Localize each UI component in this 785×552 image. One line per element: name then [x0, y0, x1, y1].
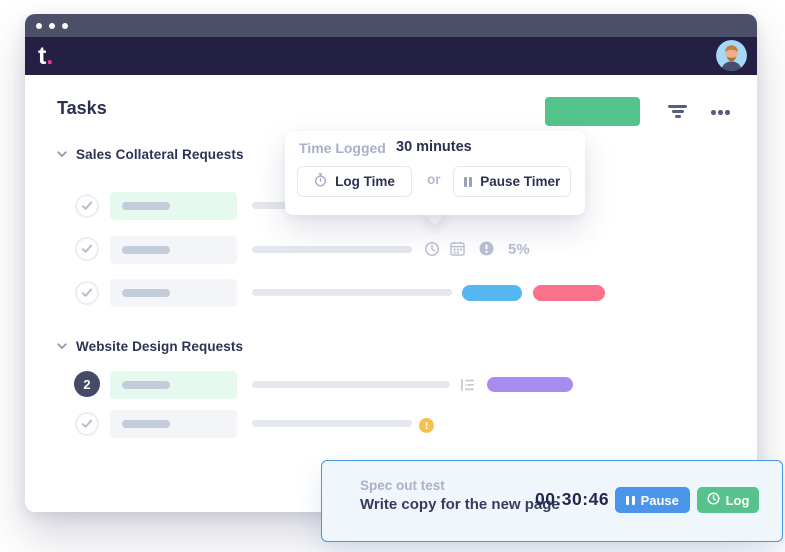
- logo-dot-icon: .: [46, 42, 54, 70]
- window-dot-icon[interactable]: [36, 22, 42, 29]
- subtasks-icon: [460, 378, 475, 397]
- chevron-down-icon: [57, 145, 67, 163]
- timer-elapsed: 00:30:46: [535, 489, 610, 509]
- filter-icon[interactable]: [668, 105, 687, 121]
- clock-icon: [707, 492, 720, 508]
- window-dot-icon[interactable]: [49, 22, 55, 29]
- tag-pill-pink[interactable]: [533, 285, 605, 301]
- pause-timer-label: Pause Timer: [480, 174, 561, 189]
- task-complete-toggle[interactable]: [75, 281, 99, 305]
- or-text: or: [427, 172, 441, 187]
- skeleton-text: [122, 246, 170, 254]
- section-label: Sales Collateral Requests: [76, 146, 244, 162]
- add-task-button[interactable]: [545, 97, 640, 126]
- page-title: Tasks: [57, 98, 107, 118]
- timer-pause-label: Pause: [640, 492, 679, 508]
- skeleton-bar: [252, 246, 412, 253]
- timer-log-label: Log: [725, 492, 750, 508]
- skeleton-bar: [252, 289, 452, 296]
- timer-task-description: Write copy for the new page: [360, 496, 560, 513]
- skeleton-text: [122, 202, 170, 210]
- subtask-count-badge[interactable]: 2: [74, 371, 100, 397]
- section-website-design[interactable]: Website Design Requests: [57, 337, 243, 355]
- section-label: Website Design Requests: [76, 338, 244, 354]
- pause-timer-button[interactable]: Pause Timer: [453, 166, 571, 197]
- skeleton-bar: [252, 420, 412, 427]
- skeleton-text: [122, 381, 170, 389]
- task-complete-toggle[interactable]: [75, 237, 99, 261]
- pause-icon: [626, 495, 635, 505]
- task-complete-toggle[interactable]: [75, 194, 99, 218]
- chevron-down-icon: [57, 337, 67, 355]
- timer-log-button[interactable]: Log: [697, 487, 759, 513]
- task-complete-toggle[interactable]: [75, 412, 99, 436]
- clock-icon[interactable]: [424, 241, 440, 262]
- check-icon: [81, 201, 93, 210]
- browser-titlebar: [25, 14, 757, 37]
- window-dot-icon[interactable]: [62, 22, 68, 29]
- time-logged-value: 30 minutes: [396, 139, 472, 155]
- section-sales-collateral[interactable]: Sales Collateral Requests: [57, 145, 244, 163]
- timer-task-title: Spec out test: [360, 478, 445, 493]
- check-icon: [81, 244, 93, 253]
- tag-pill-purple[interactable]: [487, 377, 573, 392]
- skeleton-bar: [252, 381, 450, 388]
- log-time-button[interactable]: Log Time: [297, 166, 412, 197]
- more-menu-icon[interactable]: [711, 110, 730, 115]
- skeleton-text: [122, 289, 170, 297]
- check-icon: [81, 288, 93, 297]
- alert-circle-icon[interactable]: [479, 241, 494, 261]
- log-time-label: Log Time: [335, 174, 395, 189]
- timer-pause-button[interactable]: Pause: [615, 487, 690, 513]
- check-icon: [81, 419, 93, 428]
- stopwatch-icon: [314, 173, 327, 190]
- skeleton-text: [122, 420, 170, 428]
- warning-circle-icon: [419, 418, 434, 433]
- user-avatar[interactable]: [716, 40, 747, 71]
- pause-icon: [463, 176, 473, 187]
- app-navbar: [25, 37, 757, 75]
- tag-pill-blue[interactable]: [462, 285, 522, 301]
- time-logged-label: Time Logged: [299, 140, 386, 156]
- progress-percent: 5%: [508, 241, 530, 258]
- app-logo: t.: [38, 42, 54, 70]
- calendar-icon[interactable]: [450, 241, 465, 261]
